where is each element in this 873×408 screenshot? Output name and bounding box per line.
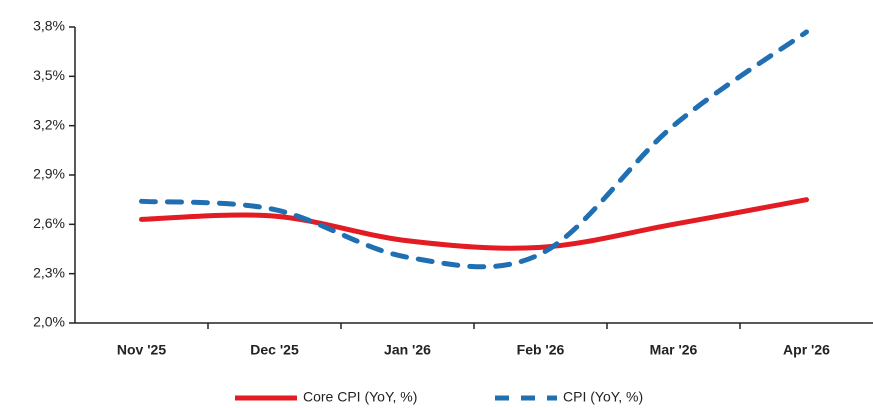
line-series [139, 29, 809, 270]
x-tick-label: Dec '25 [250, 342, 299, 358]
y-tick-label: 3,2% [33, 116, 65, 132]
legend-label: Core CPI (YoY, %) [303, 389, 417, 405]
y-tick-label: 2,3% [33, 264, 65, 280]
x-tick-label: Mar '26 [650, 342, 698, 358]
y-tick-label: 2,6% [33, 215, 65, 231]
x-tick-label: Feb '26 [517, 342, 565, 358]
y-tick-label: 2,9% [33, 166, 65, 182]
y-tick-label: 3,5% [33, 67, 65, 83]
y-tick-label: 3,8% [33, 18, 65, 34]
x-tick-label: Jan '26 [384, 342, 431, 358]
y-tick-label: 2,0% [33, 314, 65, 330]
x-tick-label: Nov '25 [117, 342, 166, 358]
x-tick-label: Apr '26 [783, 342, 830, 358]
legend-label: CPI (YoY, %) [563, 389, 643, 405]
line-series [139, 197, 809, 251]
